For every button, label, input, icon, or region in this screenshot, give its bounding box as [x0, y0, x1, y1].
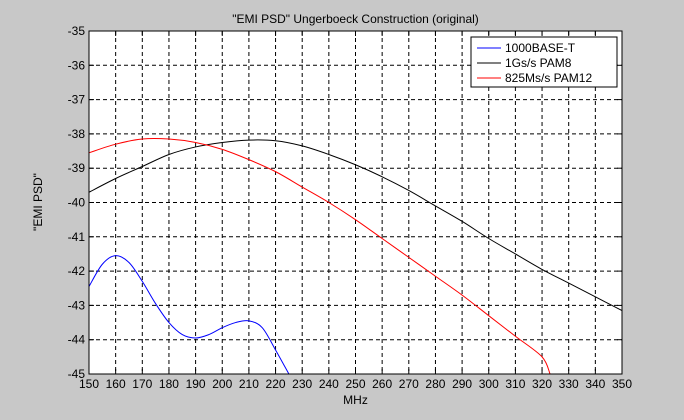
x-tick-label: 320 — [532, 377, 552, 391]
y-tick-label: -37 — [68, 93, 86, 107]
x-tick-label: 260 — [372, 377, 392, 391]
x-tick-label: 180 — [159, 377, 179, 391]
y-tick-label: -44 — [68, 333, 86, 347]
y-tick-label: -39 — [68, 161, 86, 175]
y-tick-label: -43 — [68, 298, 86, 312]
y-tick-label: -36 — [68, 58, 86, 72]
y-tick-label: -45 — [68, 367, 86, 381]
legend-label-1gs-s-pam8: 1Gs/s PAM8 — [505, 56, 572, 70]
legend-label-825ms-s-pam12: 825Ms/s PAM12 — [505, 71, 592, 85]
x-tick-label: 220 — [266, 377, 286, 391]
x-axis-label: MHz — [343, 393, 368, 407]
y-tick-label: -35 — [68, 24, 86, 38]
x-tick-label: 190 — [186, 377, 206, 391]
chart-title: "EMI PSD" Ungerboeck Construction (origi… — [232, 12, 479, 26]
x-tick-label: 350 — [612, 377, 632, 391]
x-tick-label: 240 — [319, 377, 339, 391]
x-tick-label: 210 — [239, 377, 259, 391]
y-tick-label: -41 — [68, 230, 86, 244]
x-tick-label: 280 — [425, 377, 445, 391]
x-tick-label: 150 — [79, 377, 99, 391]
y-tick-label: -38 — [68, 127, 86, 141]
x-tick-label: 330 — [559, 377, 579, 391]
x-tick-label: 310 — [505, 377, 525, 391]
y-tick-label: -42 — [68, 264, 86, 278]
ticks: 150 160 170 180 190 200 210 220 230 240 250 260 270 2… — [68, 24, 633, 391]
legend-box — [470, 36, 618, 88]
x-tick-label: 290 — [452, 377, 472, 391]
series-layer — [89, 138, 622, 374]
series-line-1gs-s-pam8 — [89, 139, 622, 311]
x-tick-label: 300 — [479, 377, 499, 391]
x-tick-label: 170 — [132, 377, 152, 391]
x-tick-label: 200 — [212, 377, 232, 391]
x-tick-label: 230 — [292, 377, 312, 391]
series-line-825ms-s-pam12 — [89, 138, 551, 374]
y-tick-label: -40 — [68, 196, 86, 210]
legend-label-1000base-t: 1000BASE-T — [505, 41, 576, 55]
grid — [89, 31, 622, 374]
series-line-1000base-t — [89, 255, 290, 374]
x-tick-label: 340 — [585, 377, 605, 391]
y-axis-label: "EMI PSD" — [31, 173, 45, 231]
x-tick-label: 270 — [399, 377, 419, 391]
x-tick-label: 160 — [106, 377, 126, 391]
x-tick-label: 250 — [345, 377, 365, 391]
